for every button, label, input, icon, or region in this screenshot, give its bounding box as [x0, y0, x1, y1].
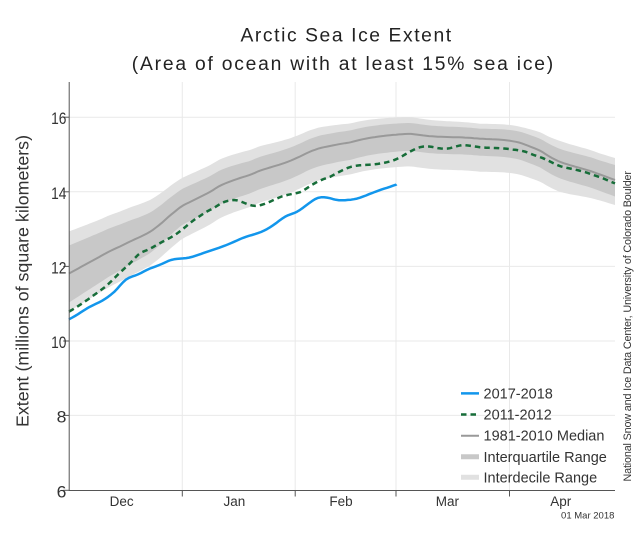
svg-text:6: 6	[57, 482, 67, 501]
svg-text:Apr: Apr	[550, 494, 572, 509]
svg-text:2011-2012: 2011-2012	[484, 408, 552, 424]
svg-text:Dec: Dec	[110, 494, 134, 509]
svg-text:16: 16	[51, 109, 66, 128]
svg-text:1981-2010 Median: 1981-2010 Median	[484, 429, 605, 445]
svg-text:Interdecile Range: Interdecile Range	[484, 470, 598, 486]
svg-text:12: 12	[51, 258, 66, 277]
svg-text:Jan: Jan	[224, 494, 246, 509]
svg-text:14: 14	[51, 184, 66, 203]
svg-text:National Snow and Ice Data Cen: National Snow and Ice Data Center, Unive…	[622, 171, 634, 482]
svg-text:2017-2018: 2017-2018	[484, 386, 553, 402]
svg-text:(Area of ocean with at least 1: (Area of ocean with at least 15% sea ice…	[132, 54, 553, 75]
svg-text:Extent (millions of square kil: Extent (millions of square kilometers)	[13, 135, 33, 427]
svg-text:Interquartile Range: Interquartile Range	[484, 450, 607, 466]
svg-text:Arctic Sea Ice Extent: Arctic Sea Ice Extent	[240, 25, 451, 46]
svg-text:10: 10	[51, 333, 66, 352]
svg-text:01 Mar 2018: 01 Mar 2018	[561, 510, 614, 521]
svg-text:Mar: Mar	[436, 494, 460, 509]
svg-text:Feb: Feb	[329, 494, 352, 509]
svg-text:8: 8	[57, 407, 67, 426]
